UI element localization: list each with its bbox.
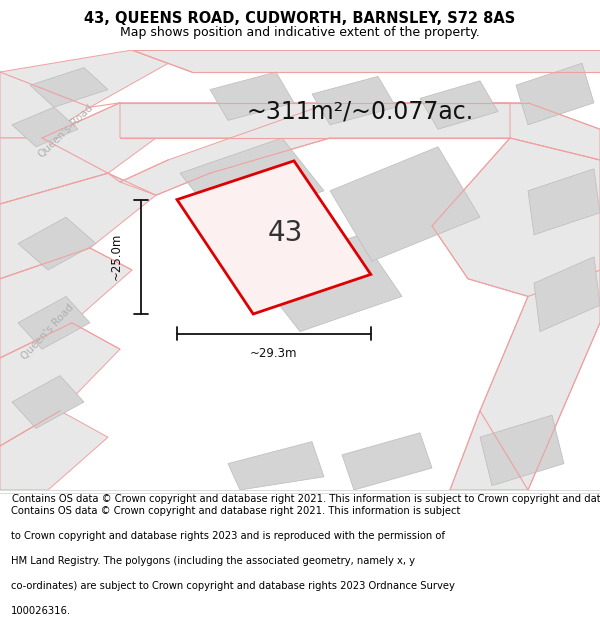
Polygon shape bbox=[30, 68, 108, 108]
Polygon shape bbox=[480, 415, 564, 486]
Polygon shape bbox=[210, 72, 294, 121]
Text: HM Land Registry. The polygons (including the associated geometry, namely x, y: HM Land Registry. The polygons (includin… bbox=[11, 556, 415, 566]
Polygon shape bbox=[228, 442, 324, 490]
Text: Contains OS data © Crown copyright and database right 2021. This information is : Contains OS data © Crown copyright and d… bbox=[12, 494, 600, 504]
Polygon shape bbox=[420, 81, 498, 129]
Polygon shape bbox=[0, 173, 156, 279]
Text: Map shows position and indicative extent of the property.: Map shows position and indicative extent… bbox=[120, 26, 480, 39]
Polygon shape bbox=[252, 235, 402, 332]
Text: ~29.3m: ~29.3m bbox=[250, 347, 298, 360]
Polygon shape bbox=[18, 296, 90, 349]
Text: ~25.0m: ~25.0m bbox=[109, 233, 122, 281]
Polygon shape bbox=[0, 248, 132, 358]
Polygon shape bbox=[528, 169, 600, 235]
Polygon shape bbox=[132, 50, 600, 72]
Text: ~311m²/~0.077ac.: ~311m²/~0.077ac. bbox=[247, 99, 473, 124]
Text: Queen's-Road: Queen's-Road bbox=[37, 102, 95, 160]
Text: 43: 43 bbox=[268, 219, 304, 247]
Polygon shape bbox=[177, 161, 371, 314]
Polygon shape bbox=[12, 107, 78, 147]
Polygon shape bbox=[432, 138, 600, 296]
Polygon shape bbox=[180, 138, 324, 226]
Polygon shape bbox=[330, 147, 480, 261]
Polygon shape bbox=[120, 102, 600, 160]
Polygon shape bbox=[0, 411, 108, 490]
Text: 43, QUEENS ROAD, CUDWORTH, BARNSLEY, S72 8AS: 43, QUEENS ROAD, CUDWORTH, BARNSLEY, S72… bbox=[85, 11, 515, 26]
Text: 100026316.: 100026316. bbox=[11, 606, 71, 616]
Polygon shape bbox=[450, 270, 600, 490]
Polygon shape bbox=[0, 322, 120, 446]
Polygon shape bbox=[120, 102, 510, 195]
Text: to Crown copyright and database rights 2023 and is reproduced with the permissio: to Crown copyright and database rights 2… bbox=[11, 531, 445, 541]
Polygon shape bbox=[342, 432, 432, 490]
Text: Contains OS data © Crown copyright and database right 2021. This information is : Contains OS data © Crown copyright and d… bbox=[11, 506, 460, 516]
Polygon shape bbox=[0, 50, 192, 138]
Polygon shape bbox=[12, 376, 84, 428]
Text: co-ordinates) are subject to Crown copyright and database rights 2023 Ordnance S: co-ordinates) are subject to Crown copyr… bbox=[11, 581, 455, 591]
Polygon shape bbox=[516, 63, 594, 125]
Polygon shape bbox=[312, 76, 396, 125]
Polygon shape bbox=[0, 50, 600, 490]
Text: Queen's Road: Queen's Road bbox=[20, 302, 76, 361]
Polygon shape bbox=[0, 102, 168, 204]
Polygon shape bbox=[18, 217, 96, 270]
Polygon shape bbox=[534, 257, 600, 332]
